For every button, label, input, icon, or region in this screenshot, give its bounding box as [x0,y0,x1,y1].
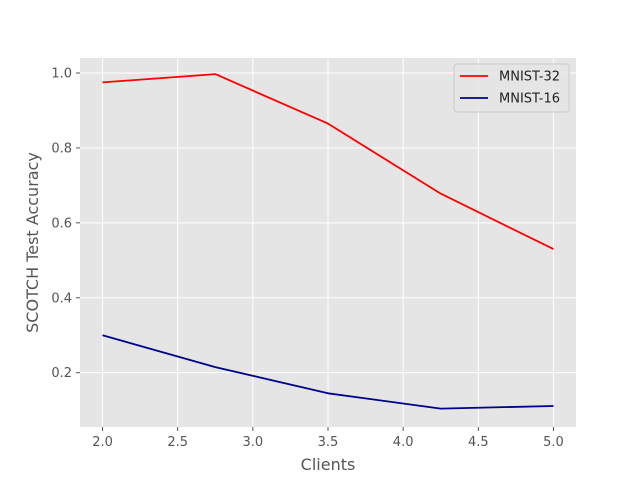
x-axis-label: Clients [301,455,356,474]
x-tick-label: 4.0 [393,435,414,450]
y-axis-label: SCOTCH Test Accuracy [23,152,42,333]
x-tick-label: 3.0 [243,435,264,450]
series-line-mnist-16 [102,334,554,410]
y-axis-ticks: 0.2 0.4 0.6 0.8 1.0 [51,66,80,381]
x-tick-label: 2.5 [167,435,188,450]
x-tick-label: 5.0 [543,435,564,450]
y-tick-label: 1.0 [51,66,72,81]
x-tick-label: 2.0 [92,435,113,450]
y-tick-label: 0.6 [51,216,72,231]
grid [80,58,576,427]
x-tick-label: 3.5 [318,435,339,450]
y-tick-label: 0.8 [51,141,72,156]
legend: MNIST-32 MNIST-16 [453,63,570,113]
legend-label: MNIST-16 [499,92,560,107]
series-group [102,73,554,410]
x-tick-label: 4.5 [468,435,489,450]
series-line-mnist-32 [102,73,554,250]
x-axis-ticks: 2.0 2.5 3.0 3.5 4.0 4.5 5.0 [92,427,564,450]
y-tick-label: 0.4 [51,291,72,306]
y-tick-label: 0.2 [51,366,72,381]
legend-label: MNIST-32 [499,70,560,85]
